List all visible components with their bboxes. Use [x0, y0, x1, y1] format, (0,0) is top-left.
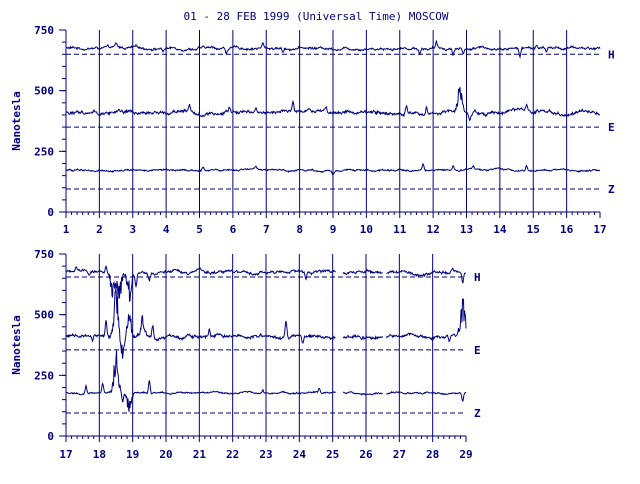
series-label-e: E — [608, 121, 615, 134]
x-tick-label: 22 — [226, 448, 239, 461]
chart-title: 01 - 28 FEB 1999 (Universal Time) MOSCOW — [184, 10, 449, 23]
y-tick-label: 750 — [34, 248, 54, 261]
y-tick-label: 500 — [34, 85, 54, 98]
x-tick-label: 3 — [129, 223, 136, 236]
y-tick-label: 250 — [34, 145, 54, 158]
y-axis-title: Nanotesla — [10, 315, 23, 375]
series-label-z: Z — [608, 183, 615, 196]
x-tick-label: 2 — [96, 223, 103, 236]
x-tick-label: 5 — [196, 223, 203, 236]
x-tick-label: 23 — [259, 448, 272, 461]
x-tick-label: 9 — [330, 223, 337, 236]
x-tick-label: 8 — [296, 223, 303, 236]
series-e-trace — [65, 286, 467, 359]
series-h-trace — [65, 265, 467, 303]
x-tick-label: 19 — [126, 448, 139, 461]
x-tick-label: 16 — [560, 223, 574, 236]
x-tick-label: 13 — [460, 223, 473, 236]
x-tick-label: 26 — [359, 448, 373, 461]
y-tick-label: 250 — [34, 369, 54, 382]
x-tick-label: 18 — [93, 448, 106, 461]
x-tick-label: 21 — [193, 448, 207, 461]
series-label-h: H — [474, 271, 481, 284]
y-tick-label: 500 — [34, 309, 54, 322]
x-tick-label: 17 — [593, 223, 606, 236]
y-tick-label: 0 — [47, 206, 54, 219]
x-tick-label: 20 — [159, 448, 172, 461]
x-tick-label: 1 — [63, 223, 70, 236]
x-tick-label: 25 — [326, 448, 339, 461]
x-tick-label: 15 — [527, 223, 540, 236]
x-tick-label: 4 — [163, 223, 170, 236]
series-label-z: Z — [474, 407, 481, 420]
x-tick-label: 14 — [493, 223, 507, 236]
panel-2: 0 250 500 750 17 18 19 20 21 22 23 24 25 26 27 28 29 Nano… — [10, 248, 481, 461]
x-tick-label: 24 — [293, 448, 307, 461]
series-label-e: E — [474, 344, 481, 357]
x-tick-label: 29 — [459, 448, 472, 461]
x-tick-label: 10 — [360, 223, 373, 236]
x-tick-label: 17 — [59, 448, 72, 461]
y-tick-label: 0 — [47, 430, 54, 443]
x-tick-label: 7 — [263, 223, 270, 236]
x-tick-label: 6 — [230, 223, 237, 236]
series-e-trace — [65, 86, 601, 121]
x-tick-label: 11 — [393, 223, 407, 236]
series-label-h: H — [608, 48, 615, 61]
x-tick-label: 28 — [426, 448, 439, 461]
series-z-trace — [65, 350, 467, 412]
x-tick-label: 12 — [427, 223, 440, 236]
series-h-trace — [65, 39, 601, 59]
y-tick-label: 750 — [34, 24, 54, 37]
x-tick-label: 27 — [393, 448, 406, 461]
series-z-trace — [65, 162, 601, 176]
y-axis-title: Nanotesla — [10, 91, 23, 151]
